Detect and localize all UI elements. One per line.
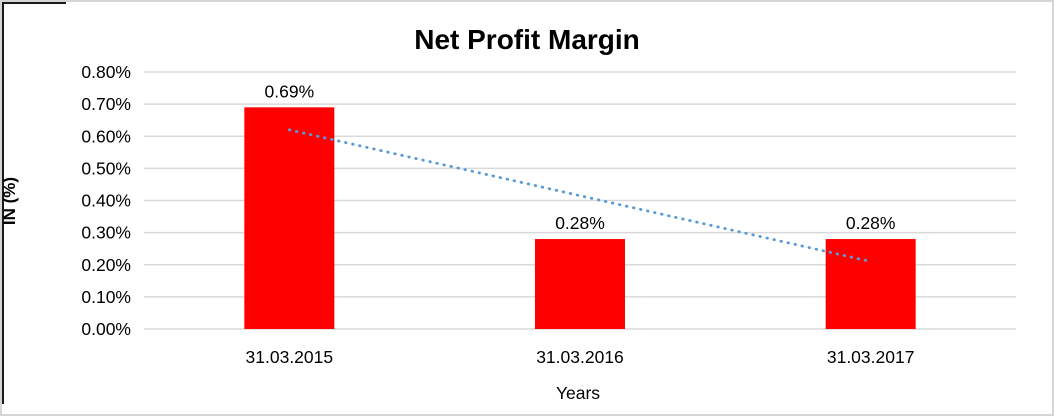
y-axis-title: IN (%) — [0, 176, 19, 226]
border-accent-top — [2, 2, 66, 4]
y-tick-label: 0.40% — [81, 191, 131, 211]
x-axis-title: Years — [555, 383, 601, 403]
y-tick-label: 0.50% — [81, 158, 131, 178]
bar-data-label: 0.28% — [555, 213, 605, 233]
y-tick-label: 0.80% — [81, 62, 131, 82]
chart-title: Net Profit Margin — [414, 24, 640, 55]
bar-data-label: 0.69% — [265, 81, 315, 101]
x-tick-label: 31.03.2016 — [536, 347, 624, 367]
x-tick-label: 31.03.2015 — [246, 347, 334, 367]
bar-31.03.2016 — [535, 239, 625, 329]
bar-31.03.2015 — [244, 107, 335, 330]
bar-31.03.2017 — [825, 239, 916, 329]
bar-data-label: 0.28% — [846, 213, 896, 233]
y-tick-label: 0.10% — [81, 287, 131, 307]
y-tick-label: 0.60% — [81, 126, 131, 146]
y-tick-label: 0.30% — [81, 223, 131, 243]
border-accent-left — [2, 2, 4, 404]
y-tick-label: 0.00% — [81, 319, 131, 339]
x-tick-label: 31.03.2017 — [827, 347, 915, 367]
y-tick-label: 0.20% — [81, 255, 131, 275]
trendline — [287, 128, 873, 263]
y-tick-label: 0.70% — [81, 94, 131, 114]
